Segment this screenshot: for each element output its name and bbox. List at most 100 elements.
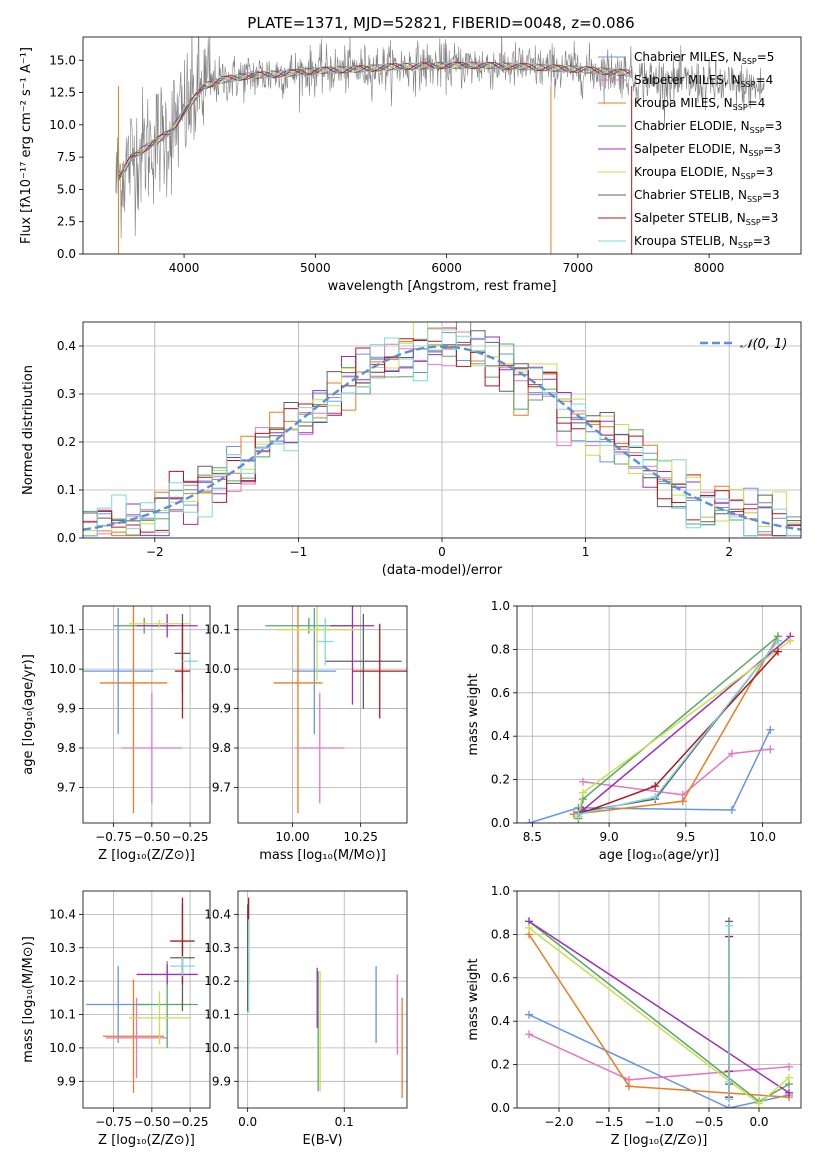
legend-subscript: SSP xyxy=(741,80,756,89)
legend-count: =3 xyxy=(753,234,771,248)
x-tick-label: −0.50 xyxy=(133,830,170,844)
y-axis-label: mass [log₁₀(M/M⊙)] xyxy=(21,936,36,1063)
x-axis-label: E(B-V) xyxy=(302,1133,342,1148)
x-tick-label: −0.50 xyxy=(133,1115,170,1129)
y-tick-label: 1.0 xyxy=(491,884,510,898)
axes-frame xyxy=(516,890,802,1109)
series-salpeter-miles xyxy=(525,1030,793,1084)
series-chabrier-miles xyxy=(525,725,775,823)
y-tick-label: 0.0 xyxy=(491,1101,510,1115)
legend-subscript: SSP xyxy=(746,218,761,227)
errorbar-point-salpeter-elodie xyxy=(136,964,198,985)
y-tick-label: 10.1 xyxy=(49,623,76,637)
legend-name: Salpeter ELODIE, N xyxy=(634,142,748,156)
model-line-chabrier-stelib xyxy=(118,61,631,181)
x-tick-label: 0.1 xyxy=(335,1115,354,1129)
y-tick-label: 10.4 xyxy=(49,907,76,921)
errorbar-point-salpeter-elodie xyxy=(136,613,198,638)
x-tick-label: −2.0 xyxy=(544,1115,573,1129)
chart-mass-vs-ebv: 0.0 0.1 9.9 10.0 10.1 10.2 10.3 10.4 E(B-V) xyxy=(204,890,408,1148)
legend-subscript: SSP xyxy=(733,103,748,112)
model-line-salpeter-stelib xyxy=(118,61,631,178)
y-tick-label: 0.4 xyxy=(491,1014,510,1028)
legend-name: Kroupa ELODIE, N xyxy=(634,165,741,179)
legend-label-kroupa-elodie: Kroupa ELODIE, NSSP=3 xyxy=(634,165,773,181)
y-tick-label: 10.3 xyxy=(49,941,76,955)
x-axis-label: mass [log₁₀(M/M⊙)] xyxy=(259,848,386,863)
y-tick-label: 9.8 xyxy=(57,741,76,755)
y-tick-label: 0.0 xyxy=(57,531,76,545)
x-tick-label: −1.0 xyxy=(644,1115,673,1129)
errorbar-point-kroupa-elodie xyxy=(276,606,358,681)
plot-area xyxy=(83,606,210,823)
x-tick-label: −0.75 xyxy=(95,830,132,844)
errorbar-point-chabrier-miles xyxy=(83,607,154,735)
data-point-marker xyxy=(725,1104,733,1108)
y-tick-label: 0.6 xyxy=(491,686,510,700)
plot-area xyxy=(115,37,765,254)
data-point-marker xyxy=(786,636,795,645)
y-tick-label: 9.7 xyxy=(57,780,76,794)
legend-count: =3 xyxy=(762,188,780,202)
series-kroupa-stelib xyxy=(725,921,733,1104)
observed-spectrum xyxy=(115,37,765,239)
chart-weight-vs-age: 8.5 9.0 9.5 10.0 0.0 0.2 0.4 0.6 0.8 1.0 age [log₁… xyxy=(466,599,802,863)
legend-name: Kroupa MILES, N xyxy=(634,96,733,110)
legend-label-kroupa-miles: Kroupa MILES, NSSP=4 xyxy=(634,96,765,112)
data-point-marker xyxy=(525,923,533,932)
x-tick-label: 10.0 xyxy=(749,830,776,844)
y-tick-label: 9.9 xyxy=(57,702,76,716)
x-axis-label: Z [log₁₀(Z/Z⊙)] xyxy=(611,1133,708,1148)
errorbar-point-chabrier-stelib xyxy=(325,613,402,709)
legend-name: Kroupa STELIB, N xyxy=(634,234,738,248)
legend-subscript: SSP xyxy=(747,195,762,204)
y-tick-label: 0.2 xyxy=(491,1058,510,1072)
data-point-marker xyxy=(579,788,588,797)
data-point-marker xyxy=(773,647,782,656)
errorbar-point-kroupa-miles xyxy=(102,979,165,1093)
x-tick-label: 9.5 xyxy=(676,830,695,844)
errorbar-point-salpeter-miles xyxy=(105,997,168,1078)
y-tick-label: 10.2 xyxy=(204,974,231,988)
legend-subscript: SSP xyxy=(738,241,753,250)
x-tick-label: 9.0 xyxy=(600,830,619,844)
data-point-marker xyxy=(785,1088,793,1097)
y-tick-label: 9.7 xyxy=(212,780,231,794)
data-point-marker xyxy=(678,797,687,806)
series-line xyxy=(528,920,790,1094)
series-line xyxy=(578,651,779,816)
data-point-marker xyxy=(651,792,660,801)
x-tick-label: −1.5 xyxy=(594,1115,623,1129)
errorbar-point-kroupa-miles xyxy=(273,606,323,814)
x-tick-label: 0.0 xyxy=(238,1115,257,1129)
x-tick-label: 2 xyxy=(725,545,733,559)
y-tick-label: 0.3 xyxy=(57,387,76,401)
legend-name: Salpeter STELIB, N xyxy=(634,211,746,225)
y-tick-label: 12.5 xyxy=(49,86,76,100)
legend-count: =4 xyxy=(756,73,774,87)
data-point-marker xyxy=(727,749,736,758)
legend-count: =3 xyxy=(763,142,781,156)
x-tick-label: 7000 xyxy=(563,261,594,275)
series-salpeter-elodie xyxy=(574,632,795,821)
legend-name: Chabrier ELODIE, N xyxy=(634,119,750,133)
legend: 𝒩(0, 1) xyxy=(700,337,787,352)
legend-name: Chabrier MILES, N xyxy=(634,50,742,64)
axes-frame xyxy=(82,36,802,255)
series-kroupa-elodie xyxy=(574,636,795,821)
data-point-marker xyxy=(785,1062,793,1071)
series-salpeter-stelib xyxy=(574,647,782,819)
x-axis-label: wavelength [Angstrom, rest frame] xyxy=(328,279,557,294)
y-axis-label: Normed distribution xyxy=(21,365,36,495)
plot-area xyxy=(517,606,801,823)
y-tick-label: 10.0 xyxy=(49,662,76,676)
x-tick-label: −0.5 xyxy=(694,1115,723,1129)
errorbar-point-salpeter-miles xyxy=(295,692,345,804)
legend-label-salpeter-elodie: Salpeter ELODIE, NSSP=3 xyxy=(634,142,781,158)
y-tick-label: 9.9 xyxy=(212,1074,231,1088)
axes-frame xyxy=(82,890,211,1109)
y-axis-label: mass weight xyxy=(466,958,481,1040)
series-line xyxy=(582,748,771,796)
data-point-marker xyxy=(574,810,583,819)
